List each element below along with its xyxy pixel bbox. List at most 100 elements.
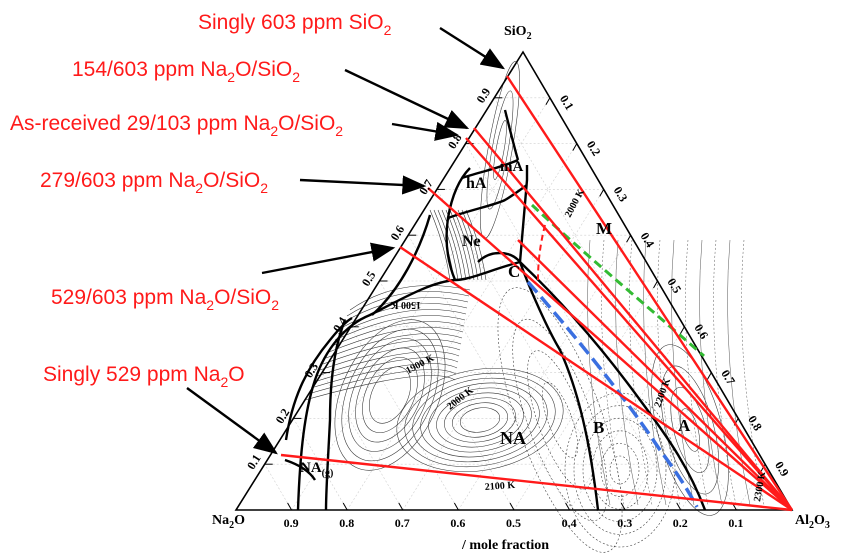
isotherm-contour — [322, 339, 462, 365]
composition-line-529-na2o — [280, 453, 793, 512]
isotherm-contour — [591, 430, 649, 510]
tick-mark — [676, 502, 682, 511]
isotherm-contour — [437, 209, 459, 281]
grid-line — [458, 235, 631, 511]
contour-label-2000k-lower: 2000 K — [445, 385, 476, 412]
composition-line-extra — [517, 239, 793, 511]
composition-line-154-603 — [473, 127, 793, 511]
axis-title: / mole fraction — [461, 538, 549, 553]
region-label-ha: hA — [466, 175, 487, 192]
grid-line — [407, 235, 570, 511]
phase-boundaries — [284, 109, 707, 511]
bottom-tick-labels: 0.9 0.8 0.7 0.6 0.5 0.4 0.3 0.2 0.1 — [284, 516, 744, 530]
isotherm-contour — [349, 285, 471, 311]
tick-mark — [545, 97, 551, 106]
tick-mark — [453, 502, 459, 511]
isotherm-contour — [459, 407, 501, 433]
isotherm-contour — [316, 351, 460, 377]
bottom-tick-label: 0.8 — [339, 516, 354, 530]
region-label-a: A — [678, 416, 691, 435]
right-tick-labels: 0.1 0.2 0.3 0.4 0.5 0.6 0.7 0.8 0.9 — [557, 92, 792, 479]
annotation-154-603: 154/603 ppm Na2O/SiO2 — [72, 58, 300, 85]
annotation-279-603: 279/603 ppm Na2O/SiO2 — [40, 169, 268, 196]
region-label-b: B — [593, 418, 604, 437]
left-tick-label: 0.6 — [387, 223, 407, 243]
right-tick-label: 0.5 — [665, 276, 685, 296]
bottom-tick-label: 0.1 — [728, 516, 743, 530]
isotherm-contour — [362, 357, 418, 433]
isotherm-contour — [334, 315, 466, 341]
tick-mark — [599, 189, 605, 197]
right-tick-label: 0.6 — [691, 321, 711, 341]
grid-line — [264, 464, 292, 511]
bottom-tick-label: 0.6 — [450, 516, 465, 530]
isotherm-contour — [629, 239, 653, 506]
boundary-ha-top — [461, 158, 519, 180]
boundary-ne-na — [296, 260, 521, 511]
isotherm-contour — [331, 321, 465, 347]
left-tick-label: 0.2 — [273, 406, 293, 426]
right-tick-label: 0.4 — [638, 230, 658, 250]
tick-mark — [653, 280, 658, 289]
isotherm-contour — [313, 357, 459, 383]
left-tick-label: 0.7 — [416, 177, 436, 197]
grid-line — [379, 280, 515, 511]
isotherm-contour — [355, 347, 425, 443]
axis-ticks — [264, 97, 766, 511]
boundary-na-edge — [284, 316, 353, 441]
isotherm-contour — [428, 387, 532, 453]
annotation-529-603: 529/603 ppm Na2O/SiO2 — [51, 286, 279, 313]
isotherm-contour — [328, 327, 464, 353]
isotherm-contour — [304, 375, 456, 401]
isotherm-contour — [573, 405, 667, 535]
vertex-label-al2o3: Al2O3 — [795, 513, 830, 531]
composition-line-29-103 — [465, 137, 793, 511]
boundary-ma — [503, 109, 520, 161]
contour-label-2200k: 2200 K — [652, 377, 673, 409]
left-tick-label: 0.9 — [473, 85, 493, 105]
annotation-labels: Singly 603 ppm SiO2 154/603 ppm Na2O/SiO2… — [10, 11, 392, 390]
isotherm-contour — [609, 455, 631, 485]
isotherm-contour — [651, 344, 729, 516]
right-tick-label: 0.1 — [557, 92, 577, 112]
bottom-tick-label: 0.7 — [395, 516, 410, 530]
bottom-tick-label: 0.9 — [284, 516, 299, 530]
isotherm-contour — [497, 287, 623, 553]
isotherm-contour — [727, 239, 751, 506]
tick-mark — [565, 502, 571, 511]
isotherm-contour — [412, 377, 548, 463]
region-label-m: M — [596, 219, 612, 238]
composition-lines — [280, 75, 794, 512]
isotherm-contour — [436, 392, 524, 448]
tick-mark — [287, 502, 293, 511]
annotation-singly-603-sio2: Singly 603 ppm SiO2 — [198, 11, 392, 38]
tick-mark — [509, 502, 515, 511]
dashed-red-boundary — [537, 224, 546, 281]
left-tick-label: 0.1 — [244, 452, 264, 472]
grid-line — [350, 326, 459, 511]
isotherm-contour — [657, 239, 681, 506]
isotherm-contour — [699, 239, 723, 506]
right-tick-label: 0.3 — [611, 184, 631, 204]
contour-label-1500k: 1500 K — [391, 299, 422, 310]
contour-label-2300k: 2300 K — [752, 471, 768, 503]
region-label-na-gas: NA(g) — [300, 460, 333, 479]
composition-line-279-603 — [427, 187, 793, 511]
dashed-blue-boundary — [526, 280, 699, 508]
arrow-29-103 — [391, 121, 460, 141]
right-tick-label: 0.7 — [718, 367, 738, 387]
boundary-c-mullite — [518, 165, 529, 263]
boundary-ne-c — [477, 251, 521, 263]
isotherm-contour — [685, 239, 709, 506]
tick-mark — [398, 502, 404, 511]
isotherm-contour — [348, 338, 432, 452]
isotherm-contour — [615, 239, 639, 506]
tick-mark — [706, 372, 712, 380]
right-tick-label: 0.2 — [584, 138, 604, 158]
boundary-c-b — [519, 261, 707, 511]
boundary-gas — [284, 458, 317, 481]
isotherm-contour — [334, 319, 446, 471]
isotherm-contour — [600, 443, 640, 497]
isotherm-contour — [307, 369, 457, 395]
